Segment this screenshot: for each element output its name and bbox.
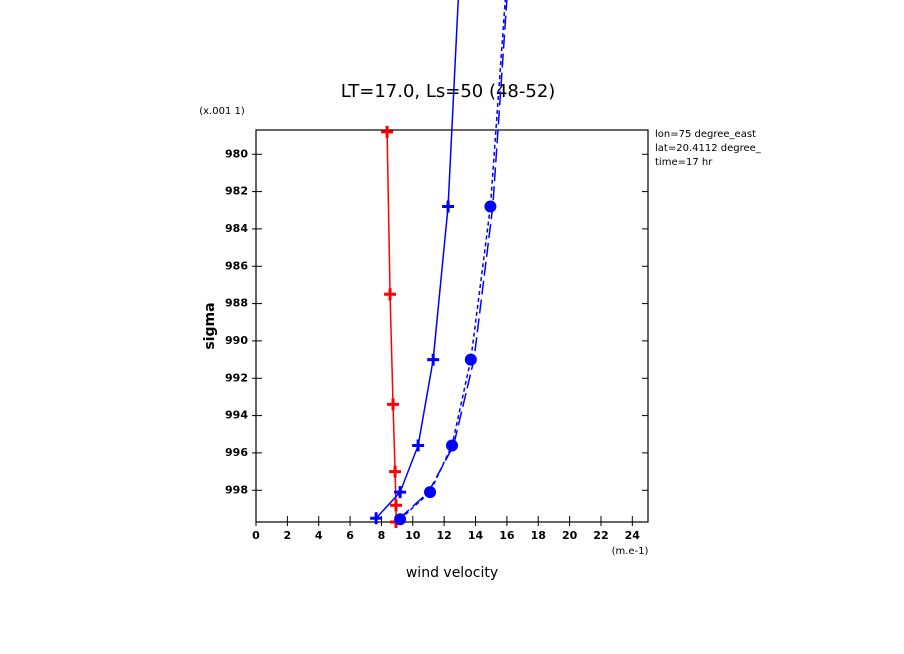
data-line — [386, 131, 397, 522]
y-tick-label: 980 — [225, 147, 248, 160]
y-tick-label: 984 — [225, 222, 248, 235]
point-marker — [442, 200, 455, 213]
x-tick-label: 10 — [405, 529, 421, 542]
y-tick-label: 998 — [225, 483, 248, 496]
info-text: lon=75 degree_east — [655, 129, 756, 140]
x-tick-label: 18 — [531, 529, 546, 542]
x-tick-label: 14 — [468, 529, 484, 542]
chart-title: LT=17.0, Ls=50 (48-52) — [341, 81, 556, 102]
point-marker — [394, 486, 407, 499]
y-unit: (x.001 1) — [199, 106, 245, 117]
x-tick-label: 24 — [625, 529, 641, 542]
info-text: time=17 hr — [655, 157, 713, 168]
point-marker — [384, 288, 397, 301]
y-axis-label: sigma — [202, 302, 218, 349]
y-tick-label: 990 — [225, 334, 248, 347]
point-marker — [387, 398, 400, 411]
y-tick-label: 994 — [225, 409, 248, 422]
y-tick-label: 988 — [225, 297, 248, 310]
x-tick-label: 16 — [499, 529, 515, 542]
x-tick-label: 0 — [252, 529, 260, 542]
point-marker — [390, 499, 403, 512]
y-tick-label: 986 — [225, 259, 248, 272]
data-line — [398, 0, 508, 520]
y-tick-label: 982 — [225, 185, 248, 198]
info-text: lat=20.4112 degree_ — [655, 143, 762, 154]
x-tick-label: 12 — [437, 529, 452, 542]
point-marker — [464, 353, 477, 366]
data-line — [399, 0, 507, 520]
x-tick-label: 8 — [378, 529, 386, 542]
x-tick-label: 22 — [593, 529, 608, 542]
x-tick-label: 2 — [284, 529, 292, 542]
point-marker — [381, 125, 394, 138]
point-marker — [427, 353, 440, 366]
y-tick-label: 992 — [225, 371, 248, 384]
point-marker — [424, 486, 437, 499]
x-axis-label: wind velocity — [406, 565, 498, 581]
y-tick-label: 996 — [225, 446, 248, 459]
point-marker — [484, 200, 497, 213]
point-marker — [389, 465, 402, 478]
plot-frame — [255, 129, 649, 523]
data-line — [375, 0, 459, 519]
x-tick-label: 20 — [562, 529, 578, 542]
point-marker — [370, 512, 383, 525]
x-tick-label: 6 — [346, 529, 354, 542]
point-marker — [412, 439, 425, 452]
x-tick-label: 4 — [315, 529, 323, 542]
x-unit: (m.e-1) — [612, 546, 649, 557]
